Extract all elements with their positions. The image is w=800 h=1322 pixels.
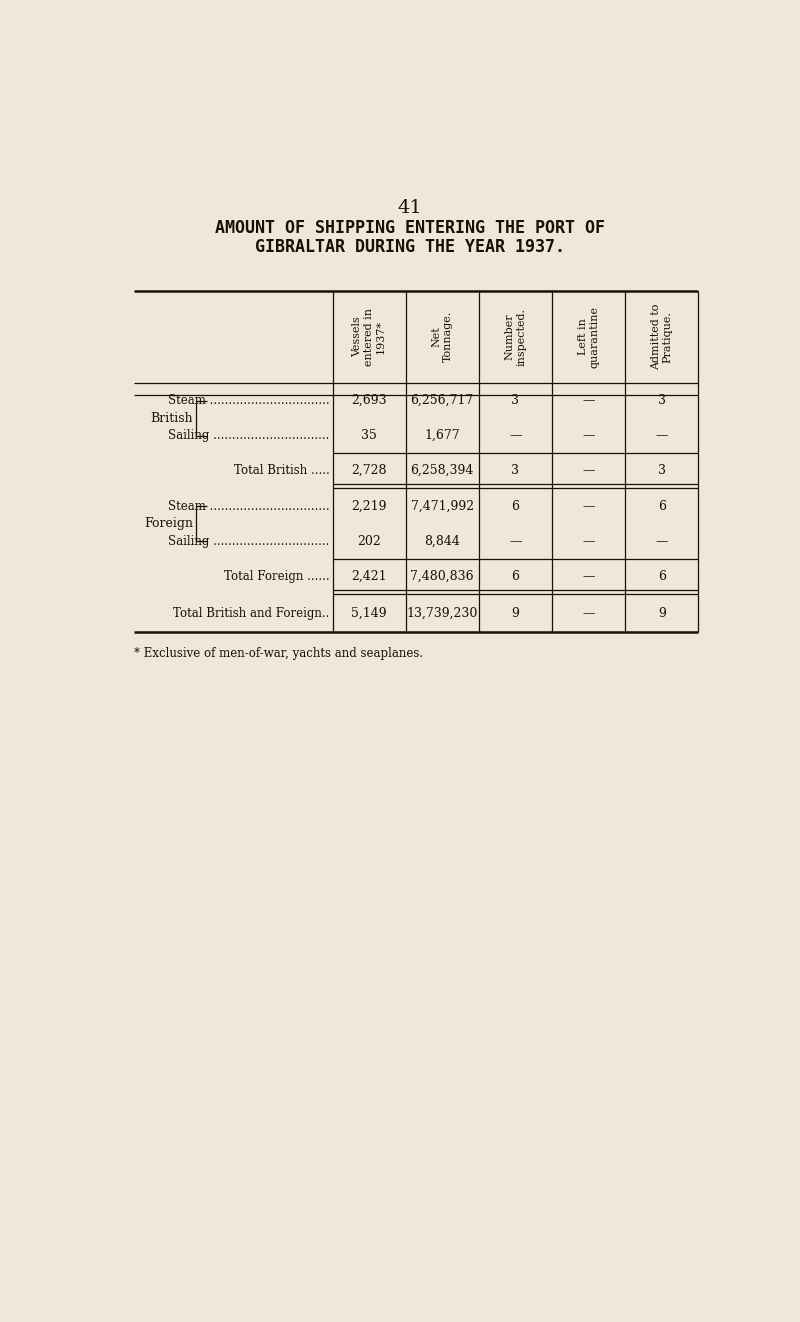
Text: —: —	[655, 535, 668, 547]
Text: 3: 3	[658, 464, 666, 477]
Text: 8,844: 8,844	[424, 535, 460, 547]
Text: Steam ................................: Steam ................................	[168, 394, 330, 407]
Text: 9: 9	[511, 607, 519, 620]
Text: 3: 3	[658, 394, 666, 407]
Text: 41: 41	[398, 200, 422, 217]
Text: —: —	[582, 394, 595, 407]
Text: 2,728: 2,728	[351, 464, 387, 477]
Text: Foreign: Foreign	[144, 517, 193, 530]
Text: —: —	[655, 430, 668, 442]
Text: Vessels
entered in
1937*: Vessels entered in 1937*	[353, 308, 386, 366]
Text: 6: 6	[511, 500, 519, 513]
Text: Sailing ...............................: Sailing ...............................	[168, 430, 330, 442]
Text: 202: 202	[358, 535, 381, 547]
Text: AMOUNT OF SHIPPING ENTERING THE PORT OF: AMOUNT OF SHIPPING ENTERING THE PORT OF	[215, 218, 605, 237]
Text: GIBRALTAR DURING THE YEAR 1937.: GIBRALTAR DURING THE YEAR 1937.	[255, 238, 565, 256]
Text: 2,219: 2,219	[351, 500, 387, 513]
Text: 5,149: 5,149	[351, 607, 387, 620]
Text: —: —	[582, 430, 595, 442]
Text: 13,739,230: 13,739,230	[406, 607, 478, 620]
Text: 3: 3	[511, 394, 519, 407]
Text: 7,480,836: 7,480,836	[410, 570, 474, 583]
Text: Net
Tonnage.: Net Tonnage.	[431, 311, 453, 362]
Text: Total Foreign ......: Total Foreign ......	[224, 570, 330, 583]
Text: 2,693: 2,693	[351, 394, 387, 407]
Text: 35: 35	[361, 430, 377, 442]
Text: —: —	[509, 535, 522, 547]
Text: Admitted to
Pratique.: Admitted to Pratique.	[651, 304, 673, 370]
Text: 9: 9	[658, 607, 666, 620]
Text: —: —	[582, 535, 595, 547]
Text: —: —	[582, 570, 595, 583]
Text: 1,677: 1,677	[425, 430, 460, 442]
Text: 6,258,394: 6,258,394	[410, 464, 474, 477]
Text: 7,471,992: 7,471,992	[410, 500, 474, 513]
Text: 6,256,717: 6,256,717	[410, 394, 474, 407]
Text: —: —	[582, 607, 595, 620]
Text: Total British .....: Total British .....	[234, 464, 330, 477]
Text: —: —	[582, 464, 595, 477]
Text: Sailing ...............................: Sailing ...............................	[168, 535, 330, 547]
Text: 6: 6	[658, 570, 666, 583]
Text: Left in
quarantine: Left in quarantine	[578, 305, 599, 368]
Text: * Exclusive of men-of-war, yachts and seaplanes.: * Exclusive of men-of-war, yachts and se…	[134, 648, 423, 660]
Text: —: —	[582, 500, 595, 513]
Text: 2,421: 2,421	[351, 570, 387, 583]
Text: British: British	[150, 411, 193, 424]
Text: Total British and Foreign..: Total British and Foreign..	[173, 607, 330, 620]
Text: 6: 6	[511, 570, 519, 583]
Text: 6: 6	[658, 500, 666, 513]
Text: Steam ................................: Steam ................................	[168, 500, 330, 513]
Text: —: —	[509, 430, 522, 442]
Text: Number
inspected.: Number inspected.	[505, 308, 526, 366]
Text: 3: 3	[511, 464, 519, 477]
